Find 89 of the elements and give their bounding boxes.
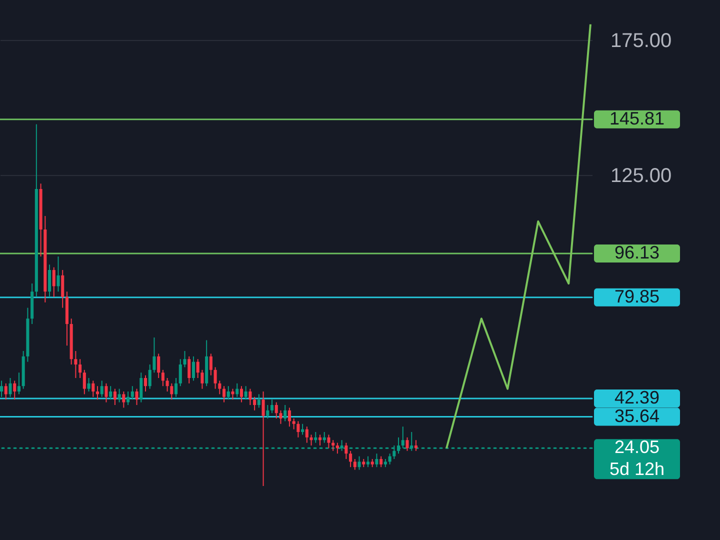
candlestick — [78, 358, 82, 378]
ref-line-label: 42.39 — [614, 388, 660, 408]
candlestick — [310, 434, 313, 446]
candlestick — [366, 456, 370, 468]
candlestick — [214, 366, 217, 390]
candlestick — [292, 418, 296, 430]
candlestick — [100, 380, 104, 398]
candlestick — [218, 380, 222, 395]
candlestick — [270, 399, 274, 414]
candlestick — [253, 396, 256, 411]
ref-line-label: 79.85 — [614, 286, 660, 306]
candlestick — [17, 372, 21, 395]
candlestick — [148, 364, 152, 390]
candlestick — [0, 380, 4, 398]
candlestick — [236, 382, 239, 398]
candlestick — [296, 420, 300, 438]
candlestick — [332, 440, 335, 452]
candlestick — [301, 423, 304, 436]
y-tick-label: 175.00 — [610, 30, 672, 52]
candlestick — [4, 382, 8, 400]
candlestick — [248, 388, 252, 406]
candlestick — [274, 402, 278, 419]
candlestick — [178, 358, 182, 387]
candlestick — [13, 380, 16, 400]
candlestick — [192, 356, 196, 382]
candlestick — [380, 456, 383, 468]
candlestick — [305, 426, 308, 444]
candlestick — [353, 458, 356, 470]
candlestick — [8, 378, 12, 398]
ref-line-label: 35.64 — [614, 406, 660, 426]
candlestick — [336, 442, 339, 454]
candlestick — [349, 450, 352, 468]
candlestick — [82, 369, 86, 395]
candlestick — [144, 374, 148, 392]
ref-line-label: 24.05 — [614, 437, 660, 458]
candlestick — [244, 386, 248, 400]
candlestick — [196, 358, 200, 378]
candlestick — [388, 453, 392, 465]
candlestick — [231, 388, 234, 400]
candlestick — [322, 432, 326, 444]
candlestick — [104, 382, 108, 403]
candlestick — [318, 434, 322, 446]
candlestick — [161, 369, 164, 387]
candlestick — [166, 378, 169, 392]
candlestick — [262, 391, 265, 486]
candlestick — [113, 388, 116, 406]
candlestick — [358, 456, 361, 470]
candlestick — [56, 256, 60, 292]
candlestick — [118, 388, 121, 403]
candlestick — [87, 378, 90, 392]
candlestick — [257, 394, 260, 408]
candlestick — [344, 442, 348, 460]
candlestick — [279, 410, 282, 424]
candlestick — [200, 369, 204, 390]
ref-line-label: 145.81 — [609, 108, 665, 128]
candlestick — [188, 356, 191, 384]
candlestick — [61, 270, 64, 308]
candlestick — [152, 337, 156, 374]
candlestick — [96, 386, 100, 400]
candlestick — [135, 388, 138, 406]
candlestick — [375, 453, 378, 468]
candlestick — [74, 350, 78, 378]
candlestick — [174, 378, 178, 398]
text: 5d 12h — [609, 459, 665, 480]
candlestick — [226, 386, 230, 400]
candlestick — [288, 407, 291, 428]
ref-line-label: 96.13 — [614, 242, 660, 262]
candlestick — [140, 372, 143, 403]
candlestick — [130, 386, 134, 400]
y-tick-label: 125.00 — [610, 165, 672, 187]
candlestick — [327, 434, 330, 449]
candlestick — [240, 386, 243, 403]
candlestick — [52, 266, 56, 298]
candlestick — [170, 382, 174, 400]
candlestick — [209, 353, 212, 376]
candlestick — [122, 391, 126, 408]
candlestick — [109, 386, 112, 400]
candlestick — [222, 386, 226, 403]
line-series — [446, 23, 592, 450]
candlestick — [48, 264, 52, 298]
candlestick — [284, 404, 287, 422]
candlestick — [406, 436, 409, 452]
candlestick — [92, 380, 95, 398]
candlestick — [266, 404, 270, 419]
candlestick — [126, 391, 130, 406]
candlestick — [183, 350, 186, 368]
candlestick — [157, 353, 160, 378]
candlestick — [414, 440, 418, 452]
candlestick — [314, 432, 318, 444]
